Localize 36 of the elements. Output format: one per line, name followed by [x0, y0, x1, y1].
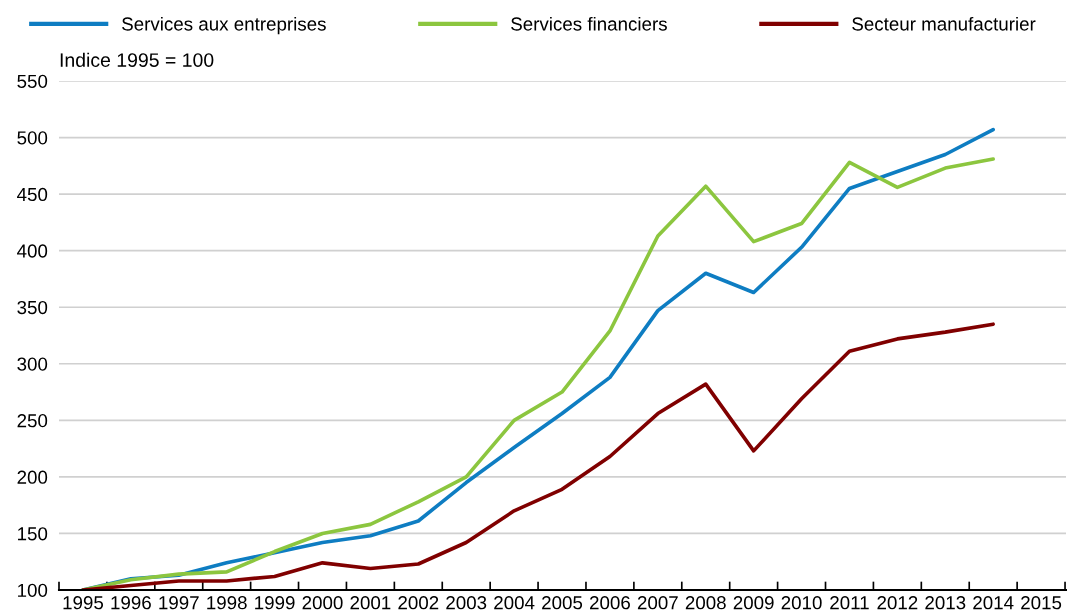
y-tick-label: 350 [17, 300, 48, 315]
x-tick-label: 1997 [159, 596, 199, 610]
y-tick-label: 200 [17, 470, 48, 484]
x-tick-label: 2011 [830, 596, 869, 610]
y-axis-title: Indice 1995 = 100 [60, 52, 214, 67]
x-tick-label: 2003 [446, 596, 487, 610]
legend-label: Secteur manufacturier [852, 16, 1036, 31]
y-tick-label: 550 [17, 74, 48, 88]
y-tick-label: 250 [17, 414, 48, 428]
x-tick-label: 2001 [350, 596, 391, 610]
x-tick-label: 2002 [398, 596, 439, 610]
x-tick-label: 1998 [207, 596, 247, 610]
y-tick-label: 150 [18, 527, 48, 541]
x-tick-label: 2007 [637, 596, 678, 610]
x-tick-label: 2009 [733, 596, 774, 610]
y-tick-label: 450 [17, 187, 48, 202]
x-tick-label: 1996 [111, 596, 151, 610]
x-tick-label: 2010 [781, 596, 822, 610]
x-tick-label: 2006 [590, 596, 630, 610]
x-tick-label: 2012 [877, 596, 918, 610]
x-tick-label: 1999 [255, 596, 295, 610]
y-tick-label: 500 [17, 131, 48, 145]
x-tick-label: 2014 [973, 596, 1014, 610]
x-tick-label: 2008 [685, 596, 726, 610]
x-tick-label: 2000 [302, 596, 343, 610]
line-series [81, 322, 995, 590]
y-tick-label: 400 [17, 244, 48, 258]
legend-label: Services aux entreprises [122, 16, 326, 35]
y-tick-label: 100 [18, 583, 48, 597]
x-tick-label: 2013 [925, 596, 966, 610]
x-tick-label: 1995 [63, 596, 104, 610]
x-tick-label: 2004 [494, 596, 535, 610]
y-tick-label: 300 [17, 357, 48, 371]
x-tick-label: 2015 [1021, 596, 1062, 610]
legend-label: Services financiers [511, 16, 667, 31]
x-tick-label: 2005 [542, 596, 583, 610]
